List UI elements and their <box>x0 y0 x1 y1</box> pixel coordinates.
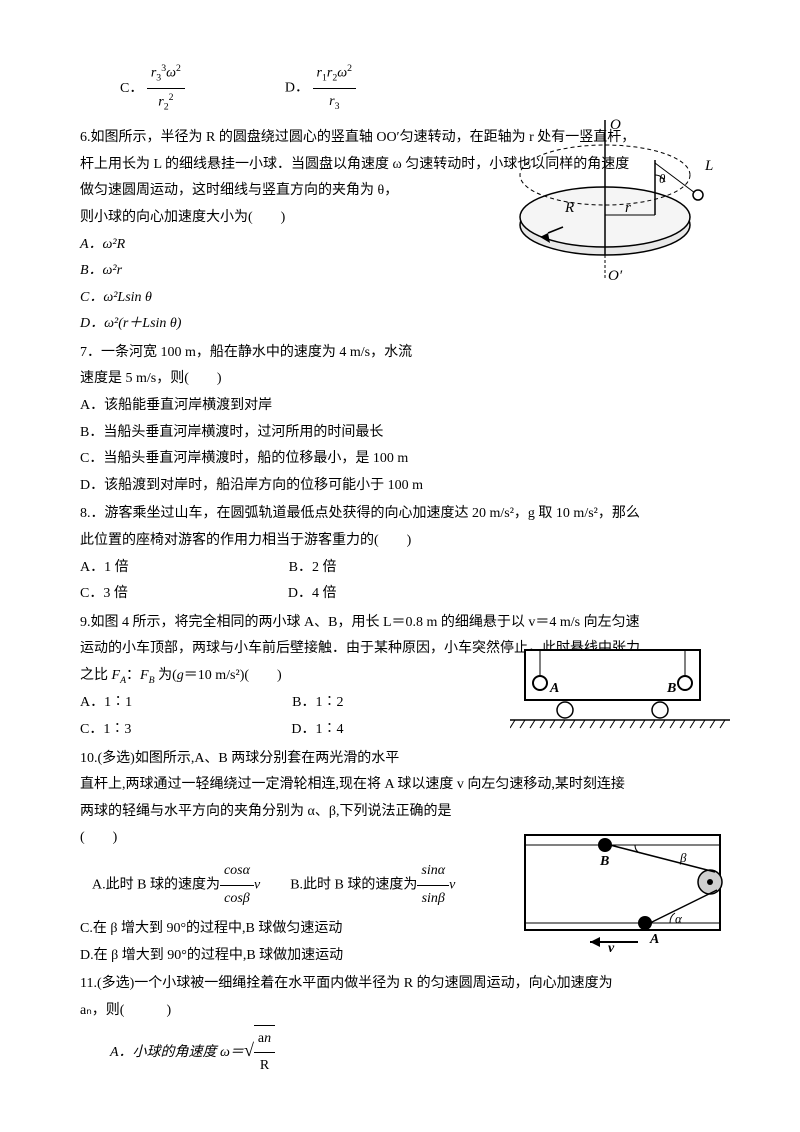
q9-b: B．1∶2 <box>292 690 343 717</box>
q8-a: A．1 倍 <box>80 555 129 582</box>
fig-cart-a: A <box>549 681 559 696</box>
q9-stem1: 9.如图 4 所示，将完全相同的两小球 A、B，用长 L＝0.8 m 的细绳悬于… <box>80 610 720 637</box>
q5-d-num: r1r2ω2 <box>313 60 357 89</box>
q5-option-c: C． r33ω2 r22 <box>120 60 185 117</box>
q5-d-label: D． <box>285 80 309 95</box>
q7: 7．一条河宽 100 m，船在静水中的速度为 4 m/s，水流 速度是 5 m/… <box>80 340 720 500</box>
q8-stem1: 8.．游客乘坐过山车，在圆弧轨道最低点处获得的向心加速度达 20 m/s²，g … <box>80 501 720 528</box>
q9-a: A．1∶1 <box>80 690 132 717</box>
q5-c-label: C． <box>120 81 143 96</box>
q7-b: B．当船头垂直河岸横渡时，过河所用的时间最长 <box>80 420 720 447</box>
q5-d-den: r3 <box>313 89 357 116</box>
q11: 11.(多选)一个小球被一细绳拴着在水平面内做半径为 R 的匀速圆周运动，向心加… <box>80 971 720 1079</box>
q7-a: A．该船能垂直河岸横渡到对岸 <box>80 393 720 420</box>
q10-b: B.此时 B 球的速度为sinαsinβv <box>290 858 455 912</box>
fig-cart-b: B <box>666 681 676 696</box>
cart-figure: A B <box>510 640 730 730</box>
fig-R: R <box>564 200 574 216</box>
q10-a: A.此时 B 球的速度为cosαcosβv <box>92 858 260 912</box>
q8-c: C．3 倍 <box>80 581 128 608</box>
q6-d: D．ω²(r＋Lsin θ) <box>80 311 720 338</box>
q7-stem2: 速度是 5 m/s，则( ) <box>80 366 720 393</box>
q7-d: D．该船渡到对岸时，船沿岸方向的位移可能小于 100 m <box>80 473 720 500</box>
fig-L: L <box>704 158 713 174</box>
fig-r: r <box>625 200 631 216</box>
fig-oprime: O′ <box>608 268 623 284</box>
fig-p-v: v <box>608 941 615 955</box>
q11-stem1: 11.(多选)一个小球被一细绳拴着在水平面内做半径为 R 的匀速圆周运动，向心加… <box>80 971 720 998</box>
disc-figure: O O′ R r L θ <box>510 115 730 295</box>
fig-o: O <box>610 117 621 133</box>
q7-stem1: 7．一条河宽 100 m，船在静水中的速度为 4 m/s，水流 <box>80 340 720 367</box>
q8-stem2: 此位置的座椅对游客的作用力相当于游客重力的( ) <box>80 528 720 555</box>
q8-d: D．4 倍 <box>288 581 337 608</box>
q11-a: A．小球的角速度 ω＝√anR <box>110 1025 720 1080</box>
fig-p-b: B <box>599 854 609 869</box>
fig-p-alpha: α <box>675 911 683 926</box>
q10-stem1: 10.(多选)如图所示,A、B 两球分别套在两光滑的水平 <box>80 746 720 773</box>
q7-c: C．当船头垂直河岸横渡时，船的位移最小，是 100 m <box>80 446 720 473</box>
fig-p-a: A <box>649 932 659 947</box>
q9-c: C．1∶3 <box>80 717 131 744</box>
q10-stem2: 直杆上,两球通过一轻绳绕过一定滑轮相连,现在将 A 球以速度 v 向左匀速移动,… <box>80 772 720 799</box>
q10-stem3: 两球的轻绳与水平方向的夹角分别为 α、β,下列说法正确的是 <box>80 799 720 826</box>
q5-options-cd: C． r33ω2 r22 D． r1r2ω2 r3 <box>120 60 720 117</box>
q11-stem2: aₙ，则( ) <box>80 998 720 1025</box>
q8: 8.．游客乘坐过山车，在圆弧轨道最低点处获得的向心加速度达 20 m/s²，g … <box>80 501 720 607</box>
q5-option-d: D． r1r2ω2 r3 <box>285 60 356 117</box>
fig-p-beta: β <box>679 850 687 865</box>
q8-b: B．2 倍 <box>289 555 337 582</box>
q5-c-den: r22 <box>147 89 185 117</box>
pulley-figure: B A α β v <box>520 830 730 955</box>
q9-d: D．1∶4 <box>291 717 343 744</box>
q5-c-num: r33ω2 <box>147 60 185 89</box>
